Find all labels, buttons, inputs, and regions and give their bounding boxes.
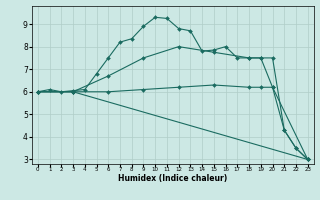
X-axis label: Humidex (Indice chaleur): Humidex (Indice chaleur) bbox=[118, 174, 228, 183]
